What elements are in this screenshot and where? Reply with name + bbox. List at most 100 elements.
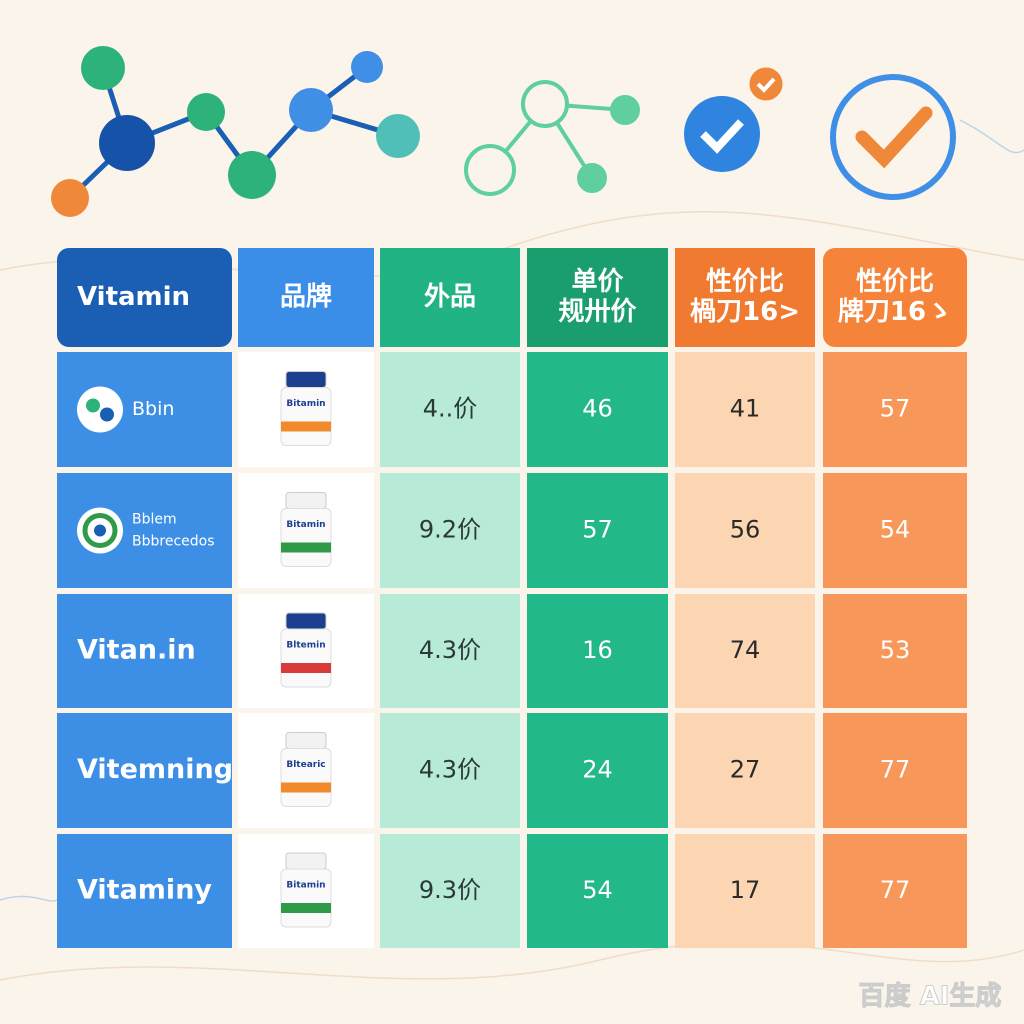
cell-value: 4.3价 — [419, 756, 481, 784]
cell-value: 27 — [730, 756, 761, 784]
body-cell — [675, 713, 815, 828]
bottle-cap — [285, 732, 327, 749]
header-cell — [675, 248, 815, 347]
bottle: Bltemin — [280, 612, 332, 688]
body-cell — [823, 713, 967, 828]
header-cell — [238, 248, 374, 347]
body-cell — [380, 713, 520, 828]
header-text: 单价 — [571, 267, 624, 297]
cell-value: 16 — [582, 636, 613, 664]
molecule-left — [51, 46, 420, 217]
watermark: 百度 AI生成 — [859, 981, 1002, 1012]
body-cell — [675, 352, 815, 467]
bottle: Bitamin — [280, 492, 332, 567]
bottle: Bitamin — [280, 852, 332, 928]
header-text: 规卅价 — [558, 297, 637, 327]
bottle-body — [280, 508, 332, 567]
body-cell — [527, 713, 668, 828]
bottle-cap — [285, 852, 327, 870]
header-cell — [57, 248, 232, 347]
cell-value: 56 — [730, 516, 761, 544]
bottle-body — [280, 387, 332, 446]
bottle-label: Bltemin — [286, 641, 325, 651]
icon-leaf — [86, 398, 100, 413]
cell-value: 46 — [582, 395, 613, 423]
header-cell — [527, 248, 668, 347]
brand-name: Vitemning — [77, 754, 233, 785]
body-cell — [675, 834, 815, 948]
body-cell — [57, 713, 232, 828]
cell-value: 54 — [582, 876, 613, 904]
brand-name: Vitaminy — [77, 875, 212, 906]
bottle-body — [280, 628, 332, 688]
icon-ring — [82, 513, 118, 548]
body-cell — [823, 352, 967, 467]
body-cell — [380, 594, 520, 708]
brand-icon — [77, 507, 123, 554]
cell-value: 57 — [582, 516, 613, 544]
check-icons — [684, 64, 956, 200]
header-text: 性价比 — [706, 267, 784, 297]
bottle-stripe — [281, 542, 331, 553]
brand-name: Bblem — [132, 512, 177, 528]
cell-value: 24 — [582, 756, 613, 784]
body-cell — [380, 473, 520, 588]
bottle-stripe — [281, 782, 331, 793]
bottle: Bltearic — [280, 732, 332, 807]
body-cell — [675, 594, 815, 708]
body-cell — [823, 594, 967, 708]
body-cell — [527, 473, 668, 588]
icon-dot — [94, 524, 106, 537]
brand-name: Bbbrecedos — [132, 534, 215, 550]
bottle-label: Bitamin — [286, 399, 325, 409]
bottle-cap — [285, 371, 327, 388]
bottle: Bitamin — [280, 371, 332, 446]
header-text: 外品 — [424, 282, 476, 312]
body-cell — [527, 834, 668, 948]
bottle-stripe — [281, 421, 331, 432]
brand-icon — [77, 386, 123, 433]
body-cell — [527, 594, 668, 708]
bottle-cap — [285, 612, 327, 630]
molecule-right — [464, 80, 640, 196]
cell-value: 77 — [880, 756, 911, 784]
body-cell — [380, 834, 520, 948]
bottle-stripe — [281, 663, 331, 673]
header-text: 品牌 — [280, 281, 332, 312]
cell-value: 17 — [730, 876, 761, 904]
body-cell — [380, 352, 520, 467]
body-cell — [823, 473, 967, 588]
header-text: 楇刀16> — [690, 297, 800, 327]
body-cell — [675, 473, 815, 588]
cell-value: 9.2价 — [419, 516, 481, 544]
cell-value: 41 — [730, 395, 761, 423]
cell-value: 9.3价 — [419, 876, 481, 904]
brand-name: Bbin — [132, 398, 174, 420]
cell-value: 77 — [880, 876, 911, 904]
body-cell — [57, 834, 232, 948]
brand-name: Vitan.in — [77, 635, 196, 666]
bottle-label: Bltearic — [286, 760, 325, 770]
body-cell — [823, 834, 967, 948]
header-cell — [380, 248, 520, 347]
header-text: 牌刀16ゝ — [838, 296, 952, 327]
cell-value: 57 — [880, 395, 911, 423]
header-cell — [823, 248, 967, 347]
bottle-label: Bitamin — [286, 520, 325, 530]
body-cell — [57, 594, 232, 708]
bottle-label: Bitamin — [286, 881, 325, 891]
bottle-cap — [285, 492, 327, 509]
cell-value: 4..价 — [423, 395, 478, 423]
bottle-stripe — [281, 903, 331, 913]
icon-bg — [77, 386, 123, 433]
header-text: Vitamin — [77, 282, 190, 312]
icon-leaf — [100, 407, 114, 422]
cell-value: 54 — [880, 516, 911, 544]
body-cell — [527, 352, 668, 467]
cell-value: 53 — [880, 636, 911, 664]
header-text: 性价比 — [856, 267, 934, 297]
bottle-body — [280, 868, 332, 928]
bottle-body — [280, 748, 332, 807]
